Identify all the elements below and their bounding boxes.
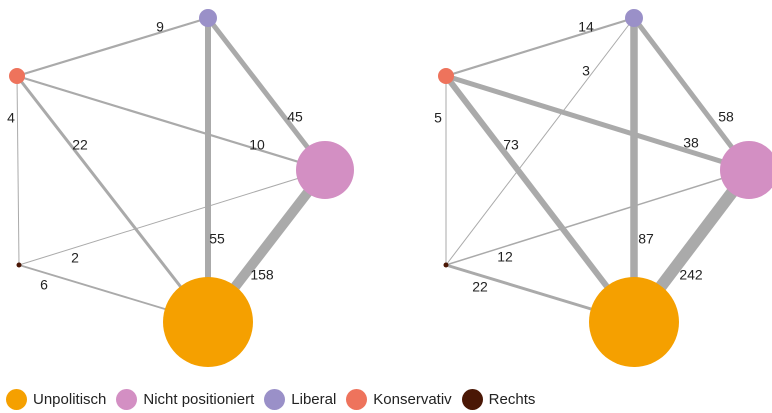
legend-swatch-rechts [461, 388, 483, 410]
nodes [438, 9, 772, 367]
edge-labels: 9 45 55 10 22 4 2 6 158 [7, 19, 303, 293]
legend-swatch-nicht [116, 388, 138, 410]
edge-konservativ-unpolitisch [443, 74, 637, 324]
edges [443, 16, 754, 326]
edge-label-konservativ-nicht: 10 [249, 137, 265, 153]
legend-item-konservativ: Konservativ [346, 388, 452, 410]
edge-label-nicht-unpolitisch: 158 [250, 267, 274, 283]
node-unpolitisch [589, 277, 679, 367]
node-unpolitisch [163, 277, 253, 367]
node-rechts [16, 262, 22, 268]
legend-label-rechts: Rechts [488, 390, 536, 408]
legend-item-unpolitisch: Unpolitisch [6, 388, 107, 410]
edge-label-liberal-unpolitisch: 55 [209, 231, 225, 247]
edge-label-liberal-nicht: 58 [718, 109, 734, 125]
edge-rechts-nicht [18, 169, 326, 266]
edge-label-nicht-unpolitisch: 242 [679, 267, 703, 283]
legend-label-konservativ: Konservativ [373, 390, 452, 408]
legend-label-nicht: Nicht positioniert [143, 390, 255, 408]
edge-label-rechts-nicht: 2 [71, 250, 79, 266]
edge-label-rechts-unpolitisch: 22 [472, 279, 488, 295]
edge-label-konservativ-unpolitisch: 22 [72, 137, 88, 153]
node-konservativ [438, 68, 454, 84]
edge-rechts-liberal [445, 17, 635, 266]
nodes [9, 9, 354, 367]
edge-label-liberal-nicht: 45 [287, 109, 303, 125]
node-rechts [443, 262, 449, 268]
legend-item-nicht: Nicht positioniert [116, 388, 255, 410]
edge-label-liberal-unpolitisch: 87 [638, 231, 654, 247]
legend-swatch-liberal [264, 388, 286, 410]
edge-konservativ-liberal [445, 16, 635, 78]
edges [15, 16, 329, 326]
legend-label-unpolitisch: Unpolitisch [33, 390, 107, 408]
edge-label-konservativ-rechts: 5 [434, 110, 442, 126]
edge-labels: 14 3 58 87 38 73 5 12 22 242 [434, 19, 734, 295]
legend: Unpolitisch Nicht positioniert Liberal Kons… [6, 388, 545, 410]
legend-label-liberal: Liberal [291, 390, 337, 408]
edge-konservativ-rechts [16, 75, 20, 266]
network-diagram: 9 45 55 10 22 4 2 6 158 14 3 58 87 38 73 5 12 22 242 [7, 9, 772, 367]
edge-label-konservativ-liberal: 9 [156, 19, 164, 35]
edge-liberal-nicht [632, 16, 751, 172]
edge-label-rechts-unpolitisch: 6 [40, 277, 48, 293]
legend-item-rechts: Rechts [461, 388, 536, 410]
legend-item-liberal: Liberal [264, 388, 337, 410]
edge-label-konservativ-unpolitisch: 73 [503, 137, 519, 153]
edge-label-konservativ-rechts: 4 [7, 110, 15, 126]
node-liberal [199, 9, 217, 27]
node-nicht [720, 141, 772, 199]
node-konservativ [9, 68, 25, 84]
edge-label-rechts-nicht: 12 [497, 249, 513, 265]
legend-swatch-konservativ [346, 388, 368, 410]
edge-konservativ-nicht [16, 74, 326, 172]
node-liberal [625, 9, 643, 27]
network-right: 14 3 58 87 38 73 5 12 22 242 [434, 9, 772, 367]
node-nicht [296, 141, 354, 199]
edge-konservativ-unpolitisch [15, 75, 210, 323]
legend-swatch-unpolitisch [6, 388, 27, 410]
edge-konservativ-nicht [445, 73, 750, 173]
edge-liberal-nicht [206, 16, 327, 172]
edge-konservativ-liberal [16, 16, 209, 78]
edge-label-rechts-liberal: 3 [582, 63, 590, 79]
edge-rechts-nicht [445, 169, 750, 266]
network-left: 9 45 55 10 22 4 2 6 158 [7, 9, 354, 367]
edge-label-konservativ-liberal: 14 [578, 19, 594, 35]
edge-label-konservativ-nicht: 38 [683, 135, 699, 151]
